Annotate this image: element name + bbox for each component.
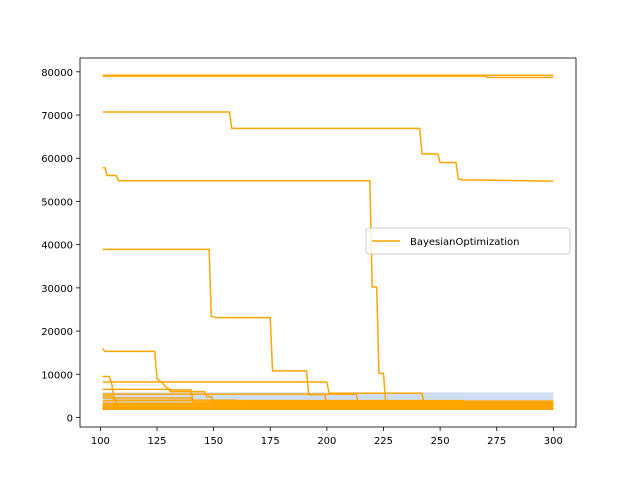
y-tick-label-30000: 30000 [41, 284, 73, 295]
y-tick-label-80000: 80000 [41, 68, 73, 79]
x-tick-label-150: 150 [204, 436, 223, 447]
y-tick-label-20000: 20000 [41, 327, 73, 338]
series-line-4 [102, 248, 554, 405]
x-tick-label-225: 225 [374, 436, 393, 447]
legend-box [365, 227, 571, 255]
axes-layer: 100 125 150 175 200 225 250 275 300 0 10000 20000 30… [41, 57, 577, 447]
legend-entry-label: BayesianOptimization [410, 237, 519, 248]
x-tick-label-300: 300 [544, 436, 563, 447]
series-line-2 [102, 111, 554, 182]
x-tick-label-275: 275 [487, 436, 506, 447]
x-tick-label-125: 125 [147, 436, 166, 447]
x-tick-label-100: 100 [91, 436, 110, 447]
y-tick-label-50000: 50000 [41, 197, 73, 208]
y-tick-label-70000: 70000 [41, 111, 73, 122]
y-tick-label-40000: 40000 [41, 241, 73, 252]
series-line-1 [102, 75, 554, 79]
plot-layer [102, 74, 554, 411]
axes-frame [79, 57, 577, 428]
y-tick-label-60000: 60000 [41, 154, 73, 165]
y-tick-label-10000: 10000 [41, 370, 73, 381]
series-line-5 [102, 347, 554, 404]
x-tick-label-250: 250 [431, 436, 450, 447]
x-tick-label-175: 175 [261, 436, 280, 447]
x-tick-label-200: 200 [317, 436, 336, 447]
y-tick-label-0: 0 [67, 413, 73, 424]
legend: BayesianOptimization [365, 227, 571, 255]
